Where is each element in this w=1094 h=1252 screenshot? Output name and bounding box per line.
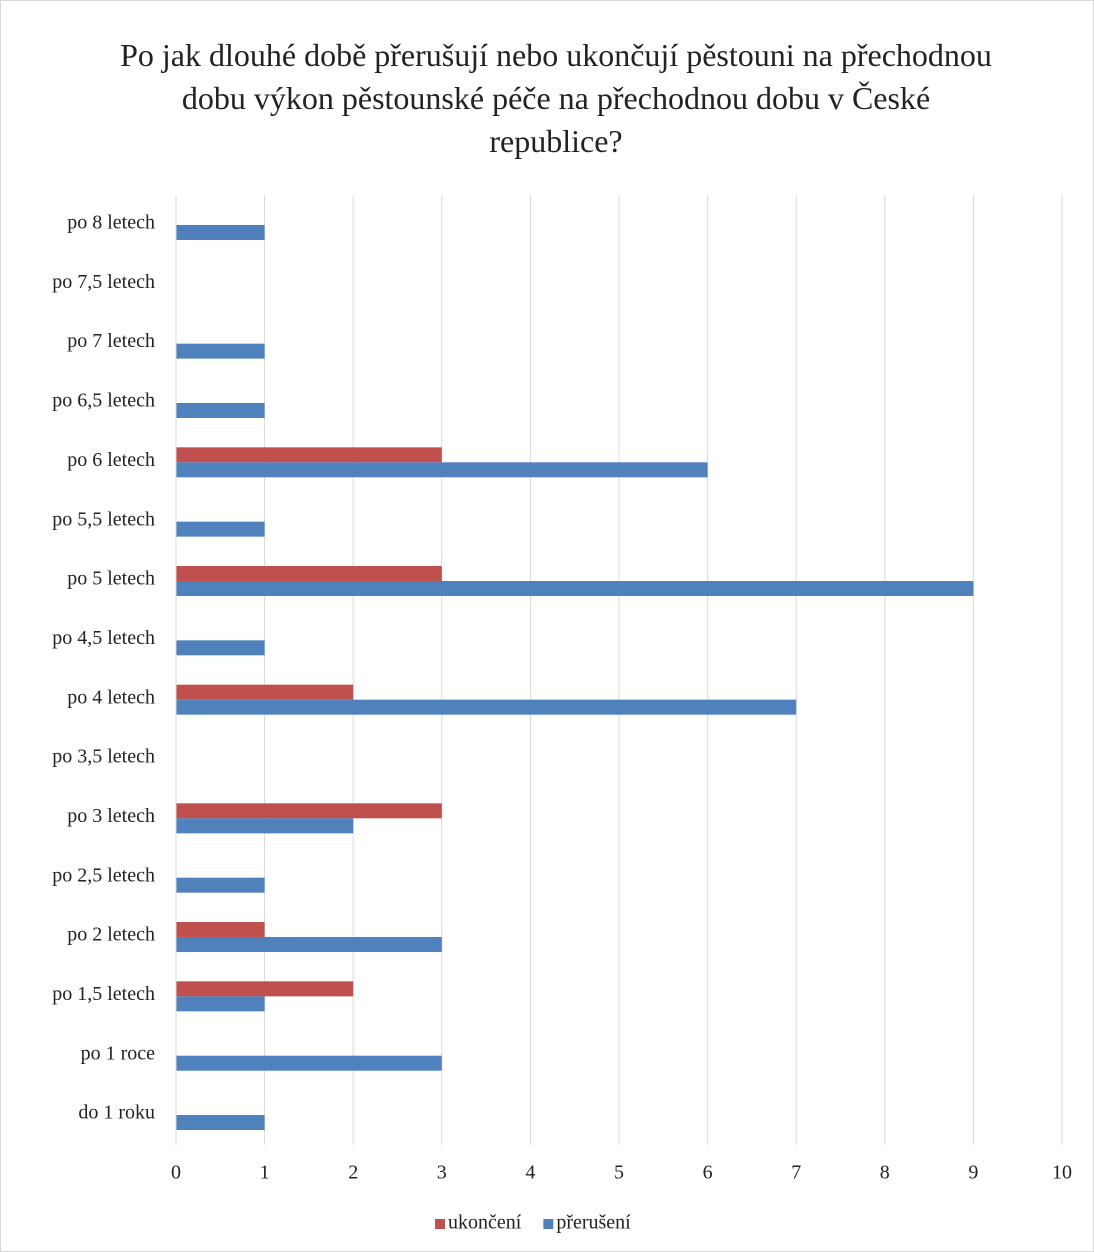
bar	[176, 1055, 442, 1071]
legend-label: přerušení	[556, 1212, 631, 1234]
y-tick-label: po 2,5 letech	[52, 864, 155, 886]
x-tick-label: 4	[525, 1161, 535, 1183]
y-tick-label: po 1 roce	[81, 1042, 156, 1064]
legend-swatch	[543, 1219, 554, 1229]
x-tick-label: 6	[703, 1161, 713, 1183]
bar	[176, 684, 354, 700]
y-tick-label: po 4,5 letech	[52, 627, 155, 649]
bar	[176, 343, 265, 359]
bar	[176, 580, 974, 596]
bar	[176, 803, 442, 819]
y-tick-label: po 6,5 letech	[52, 390, 155, 412]
legend-swatch	[435, 1219, 445, 1229]
bar	[176, 640, 265, 656]
bar	[176, 818, 354, 834]
x-tick-label: 10	[1052, 1161, 1072, 1183]
bar	[176, 996, 265, 1012]
y-tick-label: po 8 letech	[67, 212, 155, 234]
y-tick-label: po 6 letech	[67, 449, 155, 471]
chart-title: Po jak dlouhé době přerušují nebo ukonču…	[120, 37, 992, 159]
y-tick-label: do 1 roku	[78, 1102, 155, 1124]
y-tick-label: po 4 letech	[67, 686, 155, 708]
x-tick-label: 9	[968, 1161, 978, 1183]
y-tick-label: po 1,5 letech	[52, 983, 155, 1005]
bar	[176, 224, 265, 240]
y-tick-label: po 3 letech	[67, 805, 155, 827]
bar	[176, 462, 708, 478]
bar	[176, 447, 442, 463]
y-tick-label: po 5 letech	[67, 568, 155, 590]
y-tick-label: po 7 letech	[67, 330, 155, 352]
x-tick-label: 2	[348, 1161, 358, 1183]
y-tick-label: po 7,5 letech	[52, 271, 155, 293]
bar	[176, 1115, 265, 1131]
legend-label: ukončení	[448, 1212, 522, 1234]
bar	[176, 981, 354, 997]
bar	[176, 521, 265, 537]
x-tick-label: 8	[880, 1161, 890, 1183]
y-tick-label: po 3,5 letech	[52, 746, 155, 768]
y-tick-label: po 2 letech	[67, 924, 155, 946]
x-tick-label: 3	[437, 1161, 447, 1183]
x-tick-label: 7	[791, 1161, 801, 1183]
bar	[176, 937, 442, 953]
bar	[176, 565, 442, 581]
x-tick-label: 5	[614, 1161, 624, 1183]
y-tick-label: po 5,5 letech	[52, 508, 155, 530]
bar	[176, 402, 265, 418]
x-tick-label: 1	[260, 1161, 270, 1183]
bar	[176, 877, 265, 893]
x-tick-label: 0	[171, 1161, 181, 1183]
bar	[176, 922, 265, 938]
bar	[176, 699, 797, 715]
